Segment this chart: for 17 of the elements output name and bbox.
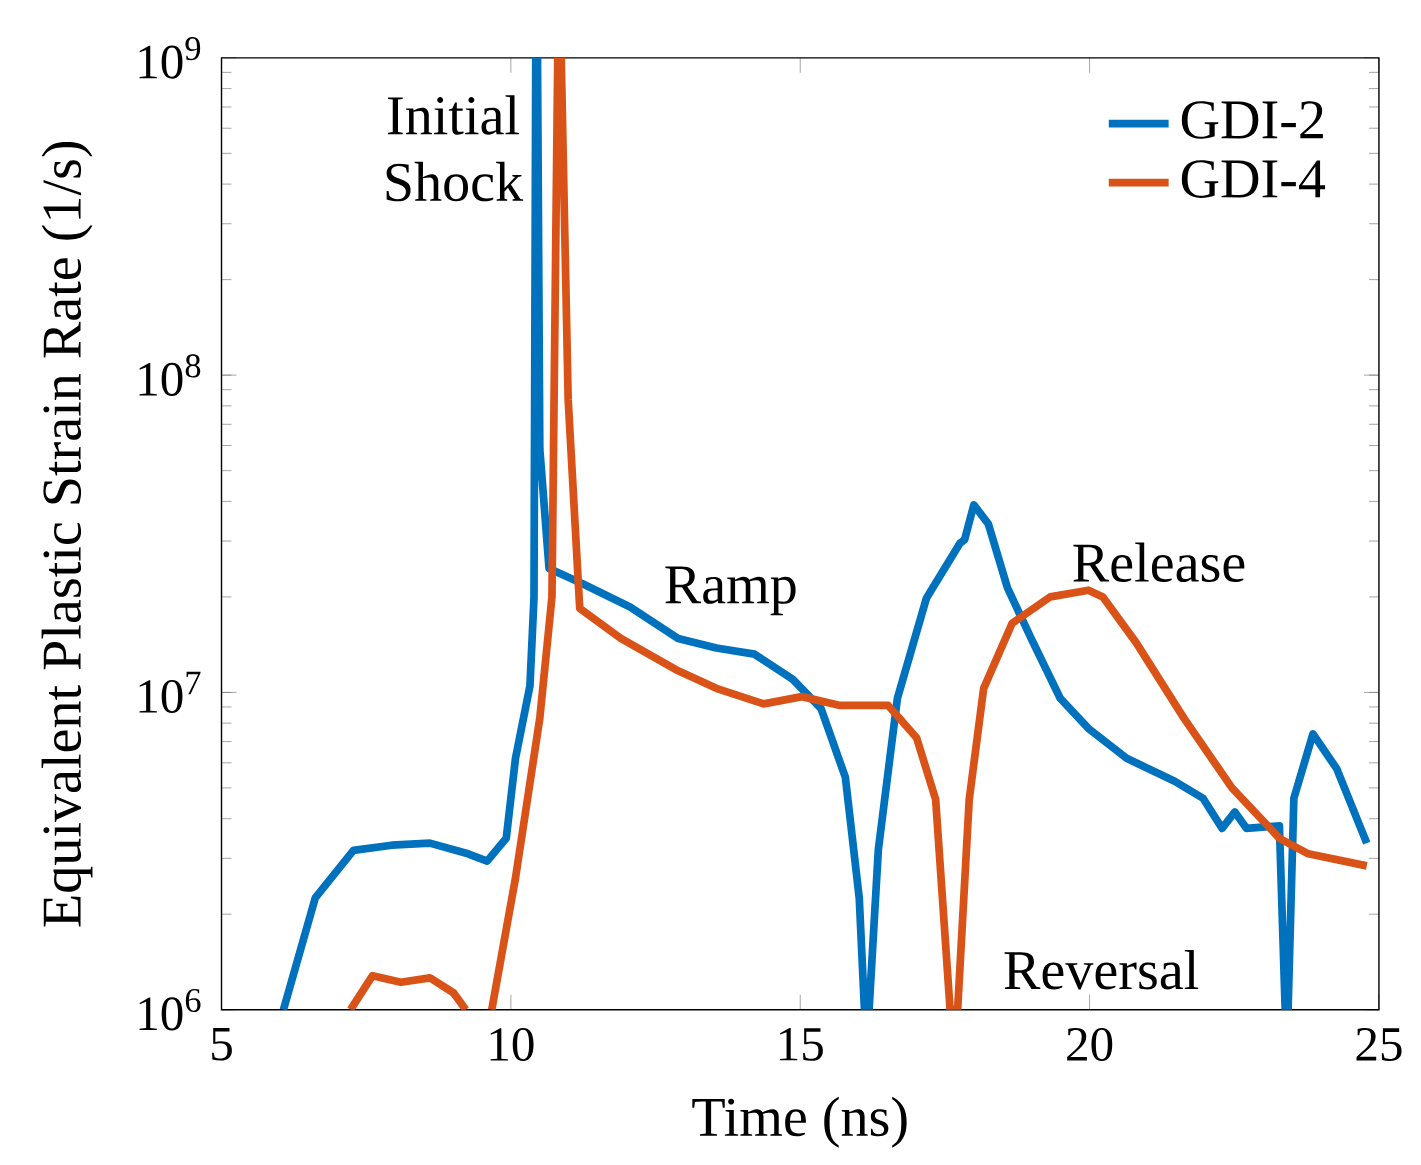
annotation: Ramp [665,566,796,616]
x-tick-label: 5 [212,1027,232,1061]
annotation: Initial Shock [386,95,524,202]
annotation: Reversal [1004,949,1199,990]
y-tick-label: 10$^{6}$ [139,988,201,1031]
y-axis-title: Equivalent Plastic Strain Rate (1/s) [41,141,93,927]
x-tick-label: 10 [490,1027,534,1061]
x-tick-label: 20 [1067,1027,1113,1061]
y-tick-label: 10$^{7}$ [139,671,201,713]
y-tick-label: 10$^{9}$ [139,36,201,79]
legend-label: GDI-2 [1181,101,1323,139]
annotation: Release [1073,542,1245,582]
y-tick-label: 10$^{8}$ [139,354,201,396]
x-axis-title: Time (ns) [692,1096,907,1148]
x-tick-label: 25 [1356,1027,1402,1061]
legend-label: GDI-4 [1181,160,1326,198]
x-tick-label: 15 [779,1027,823,1061]
